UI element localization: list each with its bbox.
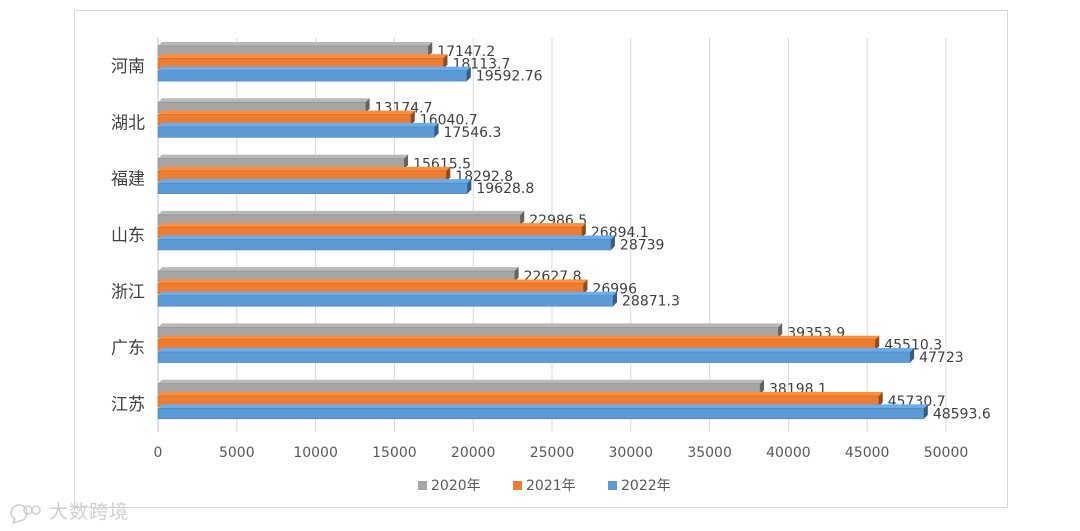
bar-side-face (467, 179, 472, 194)
bar-top-face (158, 267, 519, 272)
legend-swatch (608, 481, 617, 490)
bar-side-face (410, 110, 415, 126)
bar-side-face (428, 42, 433, 57)
chat-bubble-logo-icon (10, 503, 41, 524)
data-label: 47723 (919, 350, 964, 366)
bar-top-face (158, 66, 471, 71)
bar-top-face (158, 392, 883, 397)
bar (157, 295, 614, 307)
bar-side-face (910, 348, 915, 363)
bar-top-face (158, 210, 525, 215)
data-label: 19628.8 (476, 181, 534, 197)
bar-side-face (404, 154, 409, 170)
bar-top-face (158, 348, 915, 353)
bar-top-face (158, 166, 451, 171)
bar (157, 126, 435, 138)
legend-label: 2020年 (431, 478, 481, 494)
category-label: 河南 (111, 57, 145, 77)
data-label: 19592.76 (476, 69, 543, 85)
bar-side-face (613, 291, 618, 307)
x-tick-label: 0 (154, 445, 163, 461)
bar-side-face (443, 54, 448, 69)
category-label: 广东 (111, 339, 145, 359)
bar-side-face (520, 210, 525, 226)
legend-swatch (418, 481, 427, 490)
bar-top-face (158, 323, 783, 328)
data-label: 17546.3 (444, 125, 502, 141)
category-label: 浙江 (111, 282, 145, 302)
bar (157, 239, 612, 251)
x-tick-label: 50000 (924, 445, 969, 461)
bar-top-face (158, 98, 370, 103)
bar-side-face (923, 404, 928, 419)
legend-label: 2022年 (621, 478, 671, 494)
bar-top-face (158, 154, 409, 159)
bar-top-face (158, 379, 765, 384)
legend-label: 2021年 (526, 478, 576, 494)
watermark: 大数跨境 (8, 497, 129, 524)
bar-top-face (158, 42, 433, 46)
x-tick-label: 30000 (609, 445, 654, 461)
bar (157, 70, 468, 82)
category-label: 江苏 (111, 395, 145, 415)
data-label: 28871.3 (622, 294, 680, 310)
x-tick-label: 45000 (845, 445, 890, 461)
bar-side-face (434, 122, 439, 138)
x-tick-label: 35000 (687, 445, 732, 461)
bar-side-face (583, 279, 588, 294)
bar (157, 182, 468, 194)
bar-top-face (158, 110, 415, 115)
bar-side-face (760, 379, 765, 395)
bar-top-face (158, 235, 615, 240)
x-tick-label: 40000 (766, 445, 811, 461)
bar-top-face (158, 179, 472, 184)
legend-swatch (513, 481, 522, 490)
data-label: 48593.6 (933, 406, 991, 422)
x-tick-label: 10000 (293, 445, 338, 461)
bar-top-face (158, 279, 588, 284)
category-label: 湖北 (111, 113, 145, 133)
bar-side-face (514, 267, 519, 282)
bar-top-face (158, 54, 448, 59)
chart-frame (74, 10, 1008, 508)
bar (157, 408, 925, 420)
bar-side-face (446, 166, 451, 182)
bar-top-face (158, 335, 880, 340)
bar-top-face (158, 291, 618, 296)
bar-side-face (778, 323, 783, 338)
data-label: 28739 (620, 237, 665, 253)
category-label: 山东 (111, 226, 145, 246)
bar-side-face (875, 335, 880, 351)
bar-side-face (581, 223, 586, 238)
x-tick-label: 5000 (219, 445, 255, 461)
bar-side-face (365, 98, 370, 113)
bar (157, 351, 911, 363)
data-label: 17147.2 (437, 44, 495, 60)
bar-top-face (158, 404, 928, 409)
bar-side-face (610, 235, 615, 250)
x-tick-label: 15000 (372, 445, 417, 461)
x-tick-label: 20000 (451, 445, 496, 461)
watermark-text: 大数跨境 (49, 501, 130, 523)
bar-side-face (466, 66, 471, 82)
bar-side-face (878, 392, 883, 407)
bar-top-face (158, 223, 586, 228)
bar-top-face (158, 122, 439, 127)
category-label: 福建 (111, 170, 145, 190)
x-tick-label: 25000 (530, 445, 575, 461)
